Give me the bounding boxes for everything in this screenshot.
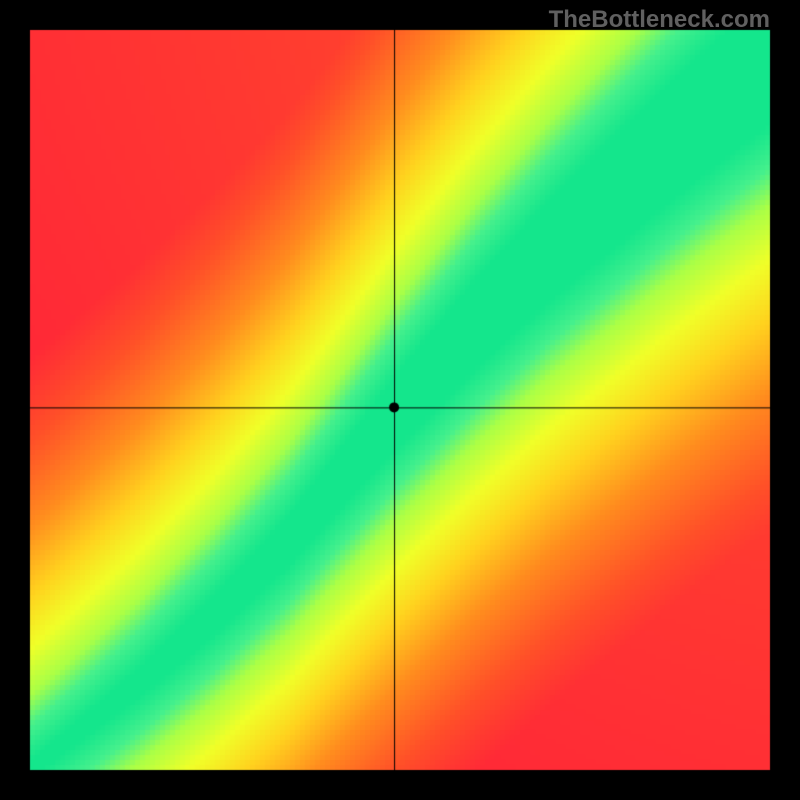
bottleneck-heatmap	[0, 0, 800, 800]
watermark-text: TheBottleneck.com	[549, 6, 770, 34]
